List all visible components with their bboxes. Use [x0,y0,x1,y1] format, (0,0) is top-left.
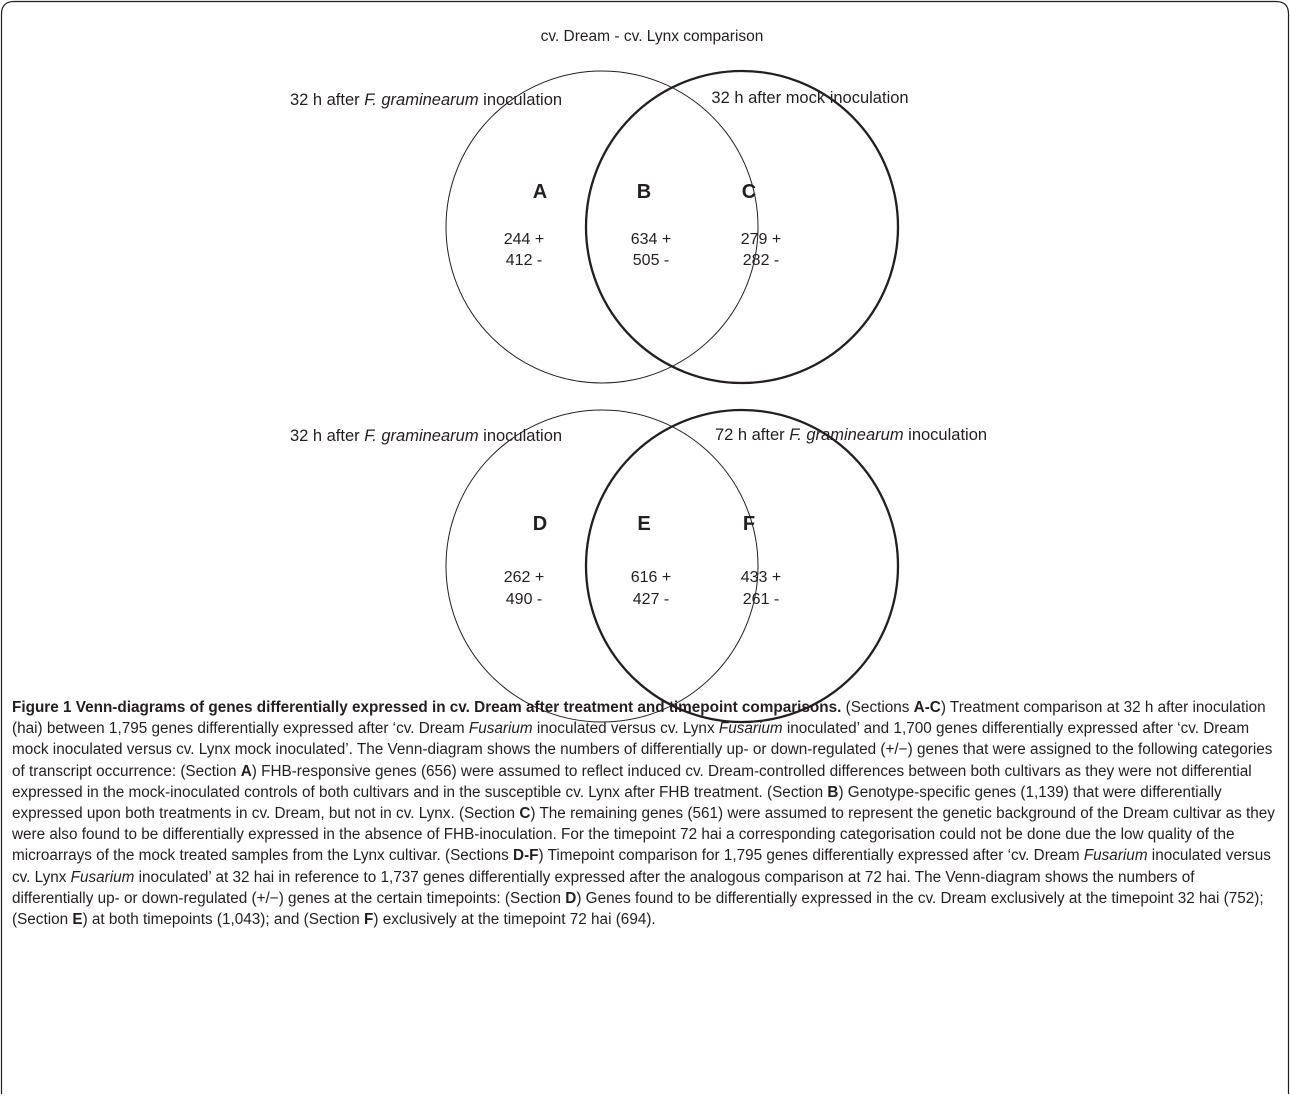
caption-section-ref: C [519,805,531,823]
caption-section-ref: A-C [913,699,941,716]
caption-text: inoculated’ and 1,700 genes differential… [12,720,1273,780]
caption-section-ref: D [565,889,577,907]
caption-section-ref: F [364,911,374,929]
venn-top-section-c-down: 282 - [743,252,779,269]
caption-text: ) Genes found to be differentially expre… [12,889,1264,929]
venn-bottom-right-label: 72 h after F. graminearum inoculation [715,426,987,444]
caption-section-ref: E [72,911,83,929]
caption-species: Fusarium [718,720,783,738]
venn-bottom-section-d-up: 262 + [504,569,544,586]
venn-bottom-section-f-down: 261 - [743,591,779,608]
caption-species: Fusarium [468,720,533,738]
caption-text: inoculated’ at 32 hai in reference to 1,… [12,868,1195,907]
venn-top-section-a-down: 412 - [506,252,542,269]
caption-text: ) exclusively at the timepoint 72 hai (6… [373,911,656,929]
caption-title: Figure 1 Venn-diagrams of genes differen… [12,699,842,716]
venn-top-section-b-letter: B [637,181,651,203]
caption-text: inoculated versus cv. Lynx [12,847,1271,886]
venn-top-section-a-up: 244 + [504,231,544,248]
venn-bottom-section-f-letter: F [743,513,755,535]
venn-top-right-label: 32 h after mock inoculation [711,89,908,107]
caption-text: ) at both timepoints (1,043); and (Secti… [82,911,365,929]
figure-caption: Figure 1 Venn-diagrams of genes differen… [12,697,1278,930]
caption-text: ) Genotype-specific genes (1,139) that w… [12,783,1222,823]
venn-top-section-c-up: 279 + [741,231,781,248]
caption-text: ) Timepoint comparison for 1,795 genes d… [538,847,1084,865]
caption-section-ref: B [827,783,839,801]
venn-bottom-section-e-up: 616 + [631,569,671,586]
venn-top-section-c-letter: C [742,181,756,203]
venn-bottom-section-e-down: 427 - [633,591,669,608]
caption-text: (Sections [841,699,914,716]
caption-section-ref: D-F [513,847,539,865]
venn-top-left-label: 32 h after F. graminearum inoculation [290,91,562,109]
venn-bottom-section-d-down: 490 - [506,591,542,608]
caption-text: ) Treatment comparison at 32 h after ino… [12,699,1266,738]
venn-top-section-a-letter: A [533,181,547,203]
caption-text: ) The remaining genes (561) were assumed… [12,805,1275,865]
caption-species: Fusarium [1083,847,1148,865]
venn-bottom-left-label: 32 h after F. graminearum inoculation [290,427,562,445]
venn-bottom-section-e-letter: E [637,513,650,535]
caption-text: ) FHB-responsive genes (656) were assume… [12,762,1252,801]
venn-bottom-section-d-letter: D [533,513,547,535]
venn-top-right-circle [584,69,900,385]
venn-top-left-circle [445,70,759,384]
venn-bottom-section-f-up: 433 + [741,569,781,586]
venn-top-section-b-up: 634 + [631,231,671,248]
venn-top-section-b-down: 505 - [633,252,669,269]
figure-top-title: cv. Dream - cv. Lynx comparison [541,28,764,45]
caption-species: Fusarium [70,868,135,886]
caption-section-ref: A [240,762,252,780]
venn-bottom-right-circle [584,408,900,724]
caption-text: inoculated versus cv. Lynx [532,720,719,738]
caption-paragraph: Figure 1 Venn-diagrams of genes differen… [12,697,1278,930]
venn-bottom-left-circle [445,409,759,723]
